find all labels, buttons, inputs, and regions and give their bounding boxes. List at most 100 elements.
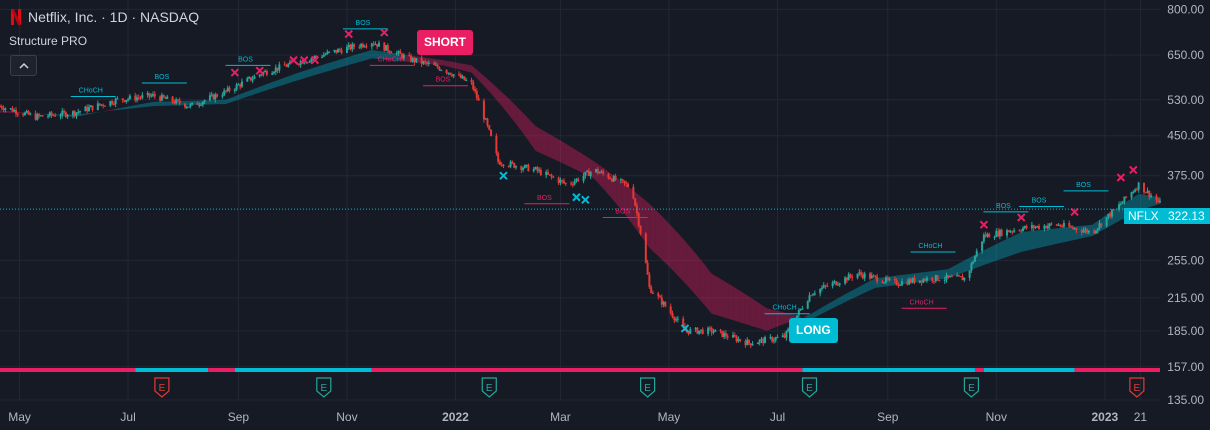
candle-body [470, 80, 473, 82]
candle-body [623, 180, 626, 184]
candle-body [888, 278, 891, 280]
candle-body [185, 106, 188, 108]
candle-body [191, 102, 194, 105]
candle-body [527, 164, 530, 172]
candle-body [198, 104, 201, 106]
candle-body [253, 76, 256, 79]
candle-body [25, 111, 28, 113]
cloud-segment [468, 64, 472, 73]
cloud-segment [661, 216, 669, 266]
cloud-segment [733, 286, 740, 323]
cloud-segment [1142, 194, 1146, 210]
candle-body [175, 99, 178, 104]
swing-marker [979, 220, 989, 229]
time-axis[interactable]: May Jul Sep Nov 2022 Mar May Jul Sep Nov 2023 21 [0, 405, 1210, 430]
cloud-segment [705, 265, 712, 314]
candle-body [137, 97, 140, 99]
candle-body [981, 241, 984, 251]
indicator-name[interactable]: Structure PRO [9, 34, 88, 48]
candle-body [73, 111, 76, 116]
cloud-segment [766, 308, 772, 331]
time-tick-label: Sep [228, 410, 250, 424]
cloud-segment [255, 85, 263, 95]
candle-body [726, 336, 729, 338]
candle-body [41, 115, 44, 117]
candle-body [901, 281, 904, 285]
candle-body [856, 273, 859, 278]
time-tick-label: Jul [770, 410, 785, 424]
cloud-segment [516, 106, 523, 133]
candle-body [758, 339, 761, 343]
candle-body [872, 275, 875, 277]
candle-body [36, 114, 39, 120]
cloud-segment [247, 88, 256, 97]
candle-body [459, 74, 462, 79]
last-price-ticker: NFLX [1124, 208, 1163, 224]
structure-label: CHoCH [918, 243, 942, 250]
swing-markers [230, 28, 1138, 333]
candle-body [0, 106, 3, 109]
swing-marker [230, 68, 240, 77]
candle-body [315, 56, 318, 58]
candle-body [196, 102, 199, 105]
candle-body [607, 173, 610, 179]
candle-body [1107, 213, 1110, 217]
cloud-segment [37, 113, 45, 115]
candle-body [166, 96, 169, 99]
cloud-segment [1063, 226, 1072, 243]
candle-body [595, 169, 598, 173]
candle-body [621, 179, 624, 181]
candle-body [308, 61, 311, 63]
cloud-segment [262, 83, 270, 92]
time-tick-label: Jul [120, 410, 135, 424]
candle-body [984, 234, 987, 237]
price-axis[interactable]: 800.00 650.00 530.00 450.00 375.00 255.00 215.… [1167, 2, 1204, 407]
candle-body [676, 318, 679, 320]
candle-body [123, 100, 126, 102]
candle-body [920, 280, 923, 283]
collapse-button[interactable] [10, 55, 37, 76]
candle-body [938, 280, 941, 282]
candle-body [452, 74, 455, 77]
candle-body [721, 330, 724, 337]
candle-body [561, 179, 564, 181]
candle-body [749, 343, 752, 346]
candle-body [495, 136, 498, 154]
candle-body [689, 329, 692, 334]
cloud-segment [335, 58, 343, 69]
candle-body [1062, 222, 1065, 227]
structure-label: BOS [996, 203, 1011, 210]
price-tick-label: 215.00 [1167, 291, 1204, 305]
candle-body [345, 47, 348, 53]
candle-body [75, 112, 78, 116]
earnings-icon-letter: E [806, 383, 813, 394]
cloud-segment [1028, 230, 1036, 251]
candle-body [176, 99, 179, 101]
candle-body [458, 74, 461, 76]
cloud-segment [1120, 202, 1125, 221]
cloud-segment [564, 143, 571, 168]
swing-marker [1017, 213, 1026, 222]
candle-body [4, 108, 7, 110]
cloud-segment [349, 54, 358, 65]
candle-body [796, 315, 799, 321]
candle-body [651, 292, 654, 294]
swing-marker [380, 28, 389, 37]
candle-body [50, 112, 53, 116]
swing-marker [344, 29, 353, 39]
candle-body [876, 276, 879, 282]
cloud-segment [830, 298, 837, 310]
candle-body [772, 340, 775, 342]
price-tick-label: 135.00 [1167, 393, 1204, 407]
candle-body [824, 285, 827, 287]
swing-marker [1070, 207, 1079, 217]
chart-title[interactable]: Netflix, Inc. · 1D · NASDAQ [28, 9, 200, 25]
candle-body [153, 94, 156, 97]
candle-body [699, 329, 702, 331]
candle-body [671, 313, 674, 318]
cloud-segment [182, 100, 190, 106]
cloud-segment [621, 181, 628, 218]
candle-body [361, 44, 364, 47]
cloud-segment [1145, 194, 1148, 209]
